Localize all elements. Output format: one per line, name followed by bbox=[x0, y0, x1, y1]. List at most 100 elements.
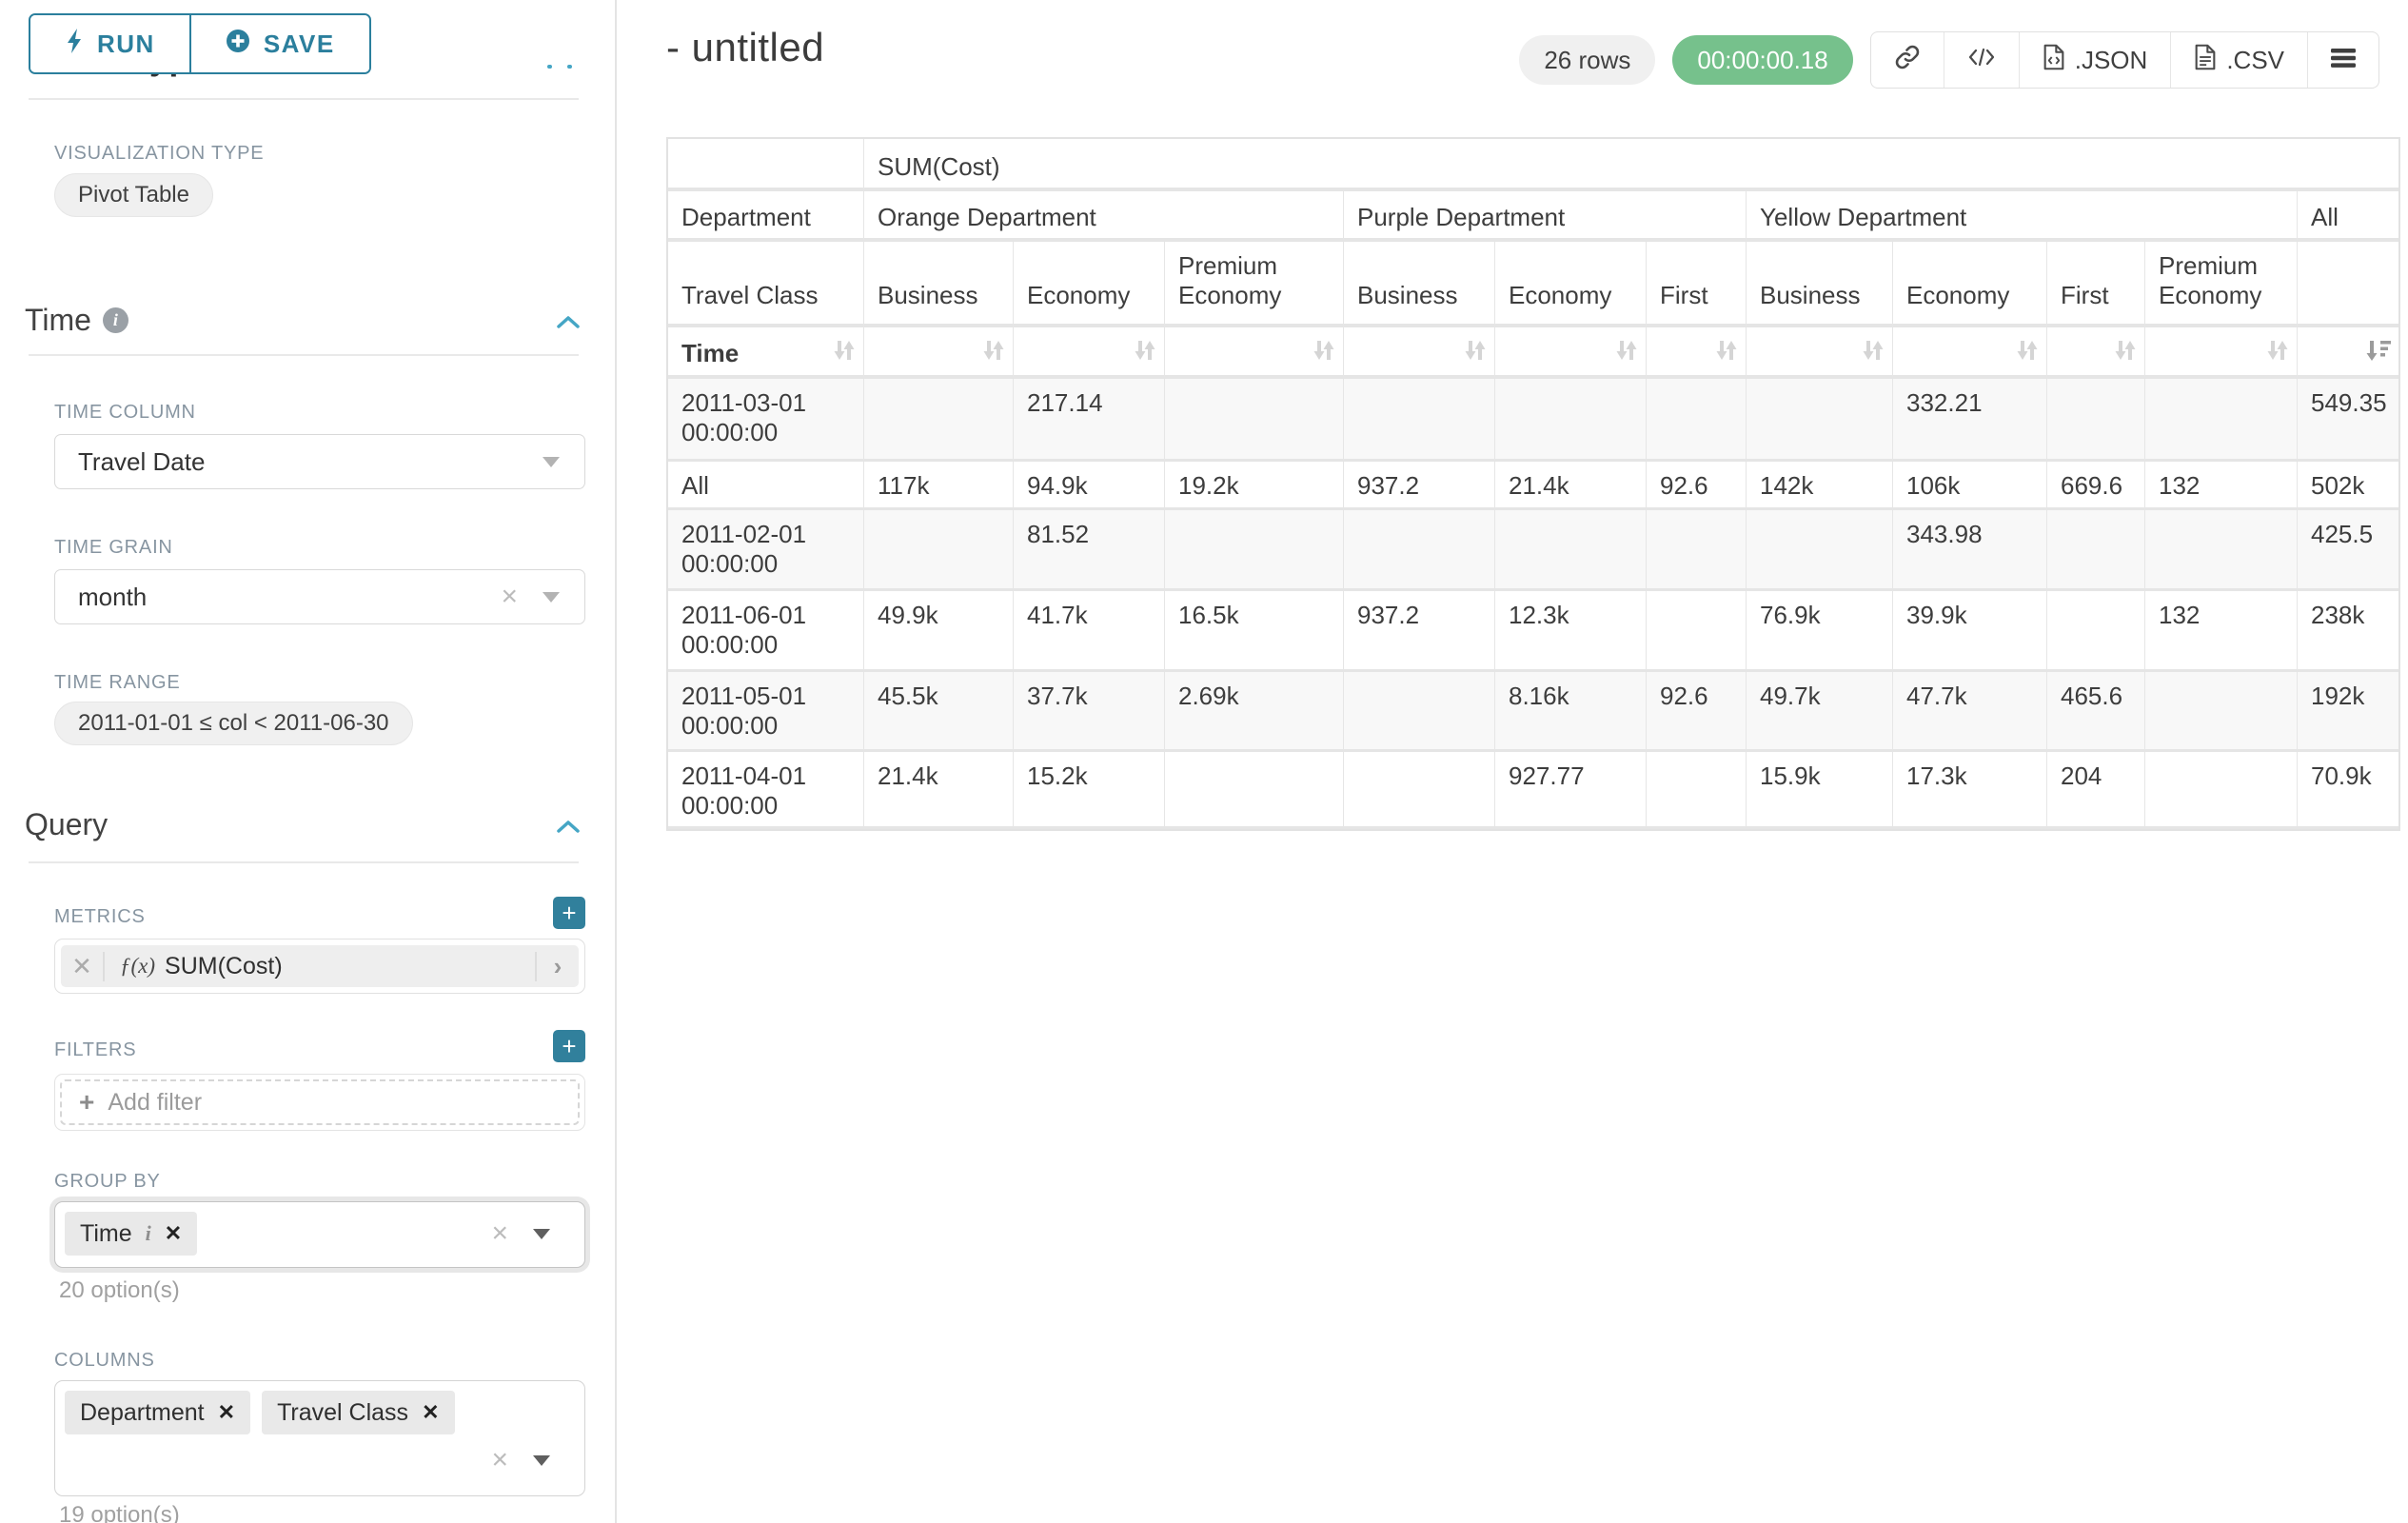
time-range-pill[interactable]: 2011-01-01 ≤ col < 2011-06-30 bbox=[54, 702, 413, 745]
clear-icon[interactable]: × bbox=[491, 1444, 508, 1475]
value-cell: 19.2k bbox=[1165, 462, 1344, 510]
time-grain-select[interactable]: month × bbox=[54, 569, 585, 624]
department-axis-cell: Department bbox=[668, 191, 864, 242]
value-cell bbox=[864, 510, 1014, 591]
plus-icon: + bbox=[79, 1087, 95, 1117]
sort-icon[interactable] bbox=[1132, 338, 1158, 369]
value-cell: 192k bbox=[2298, 672, 2398, 752]
travel-class-header: Economy bbox=[1893, 242, 2047, 327]
sort-desc-icon[interactable] bbox=[2364, 338, 2393, 369]
run-button[interactable]: RUN bbox=[30, 15, 189, 72]
pivot-table: SUM(Cost) Department Orange Department Purp… bbox=[666, 137, 2400, 831]
metric-pill[interactable]: ✕ ƒ(x) SUM(Cost) › bbox=[61, 945, 579, 987]
query-section-header: Query bbox=[25, 807, 109, 841]
group-by-options-hint: 20 option(s) bbox=[59, 1277, 180, 1303]
chevron-down-icon bbox=[533, 1454, 550, 1466]
sort-column-cell bbox=[1495, 327, 1647, 379]
columns-label: COLUMNS bbox=[54, 1350, 155, 1371]
value-cell: 49.9k bbox=[864, 591, 1014, 672]
row-label-cell: 2011-03-01 00:00:00 bbox=[668, 379, 864, 462]
sort-column-cell-all bbox=[2298, 327, 2398, 379]
row-label-cell: 2011-06-01 00:00:00 bbox=[668, 591, 864, 672]
panel-divider[interactable] bbox=[615, 0, 617, 1523]
save-button[interactable]: SAVE bbox=[188, 15, 369, 72]
sort-icon[interactable] bbox=[1311, 338, 1337, 369]
metric-name: SUM(Cost) bbox=[165, 952, 283, 979]
sort-icon[interactable] bbox=[980, 338, 1007, 369]
chevron-up-icon[interactable] bbox=[555, 314, 582, 336]
export-json-button[interactable]: .JSON bbox=[2018, 32, 2171, 88]
remove-tag-icon[interactable]: ✕ bbox=[422, 1400, 440, 1424]
more-options-button[interactable] bbox=[2307, 32, 2378, 88]
time-axis-cell: Time bbox=[668, 327, 864, 379]
table-row: 2011-06-01 00:00:00 49.9k 41.7k 16.5k 937.2 1… bbox=[668, 591, 2398, 672]
sort-icon[interactable] bbox=[2014, 338, 2041, 369]
columns-tag-travel-class[interactable]: Travel Class ✕ bbox=[262, 1391, 455, 1434]
remove-tag-icon[interactable]: ✕ bbox=[217, 1400, 236, 1424]
value-cell: 332.21 bbox=[1893, 379, 2047, 462]
travel-class-header: Business bbox=[1344, 242, 1495, 327]
json-file-icon bbox=[2043, 44, 2065, 77]
value-cell bbox=[2047, 510, 2145, 591]
value-cell: 238k bbox=[2298, 591, 2398, 672]
group-by-tag-time[interactable]: Time i ✕ bbox=[65, 1212, 198, 1256]
column-group-header: Yellow Department bbox=[1747, 191, 2298, 242]
add-metric-button[interactable]: + bbox=[553, 897, 585, 929]
copy-link-button[interactable] bbox=[1871, 32, 1944, 88]
clear-icon[interactable]: × bbox=[501, 581, 518, 612]
sort-column-cell bbox=[2145, 327, 2298, 379]
action-button-group: RUN SAVE bbox=[29, 13, 371, 74]
travel-class-axis-cell: Travel Class bbox=[668, 242, 864, 327]
sort-icon[interactable] bbox=[831, 338, 858, 369]
chart-title[interactable]: - untitled bbox=[666, 25, 825, 69]
value-cell bbox=[1647, 591, 1747, 672]
value-cell: 70.9k bbox=[2298, 752, 2398, 829]
value-cell: 76.9k bbox=[1747, 591, 1893, 672]
travel-class-header: Economy bbox=[1014, 242, 1165, 327]
sort-icon[interactable] bbox=[1613, 338, 1640, 369]
code-icon bbox=[1967, 46, 1996, 75]
export-csv-button[interactable]: .CSV bbox=[2170, 32, 2307, 88]
sort-icon[interactable] bbox=[1713, 338, 1740, 369]
clear-icon[interactable]: × bbox=[491, 1217, 508, 1249]
sort-icon[interactable] bbox=[1860, 338, 1886, 369]
value-cell bbox=[2145, 379, 2298, 462]
columns-select[interactable]: Department ✕ Travel Class ✕ × bbox=[54, 1380, 585, 1496]
sort-column-cell bbox=[1747, 327, 1893, 379]
time-column-select[interactable]: Travel Date bbox=[54, 434, 585, 489]
chevron-down-icon bbox=[543, 591, 560, 603]
table-row: 2011-05-01 00:00:00 45.5k 37.7k 2.69k 8.16k 9… bbox=[668, 672, 2398, 752]
chevron-up-icon[interactable] bbox=[547, 65, 572, 69]
sort-icon[interactable] bbox=[2112, 338, 2139, 369]
chart-toolbar: 26 rows 00:00:00.18 .JSON bbox=[1519, 31, 2379, 89]
sort-column-cell bbox=[1893, 327, 2047, 379]
add-filter-button[interactable]: + bbox=[553, 1030, 585, 1062]
column-group-header: Orange Department bbox=[864, 191, 1344, 242]
metric-control: ✕ ƒ(x) SUM(Cost) › bbox=[54, 939, 585, 994]
remove-metric-icon[interactable]: ✕ bbox=[61, 951, 105, 981]
plus-circle-icon bbox=[226, 29, 250, 60]
add-filter-dropzone[interactable]: + Add filter bbox=[60, 1079, 580, 1125]
value-cell bbox=[2047, 591, 2145, 672]
row-label-cell: 2011-05-01 00:00:00 bbox=[668, 672, 864, 752]
sort-icon[interactable] bbox=[2264, 338, 2291, 369]
group-by-select[interactable]: Time i ✕ × bbox=[54, 1201, 585, 1268]
row-label-cell: 2011-04-01 00:00:00 bbox=[668, 752, 864, 829]
remove-tag-icon[interactable]: ✕ bbox=[164, 1221, 183, 1245]
value-cell: 937.2 bbox=[1344, 591, 1495, 672]
value-cell: 106k bbox=[1893, 462, 2047, 510]
value-cell bbox=[1747, 379, 1893, 462]
viz-type-pill[interactable]: Pivot Table bbox=[54, 173, 213, 217]
value-cell bbox=[1344, 752, 1495, 829]
value-cell bbox=[1495, 510, 1647, 591]
row-label-cell: All bbox=[668, 462, 864, 510]
embed-code-button[interactable] bbox=[1943, 32, 2019, 88]
table-row: 2011-03-01 00:00:00 217.14 332.21 549.35 bbox=[668, 379, 2398, 462]
columns-tag-department[interactable]: Department ✕ bbox=[65, 1391, 251, 1434]
chevron-up-icon[interactable] bbox=[555, 819, 582, 841]
value-cell bbox=[1165, 752, 1344, 829]
value-cell bbox=[1495, 379, 1647, 462]
sort-icon[interactable] bbox=[1462, 338, 1489, 369]
chevron-right-icon[interactable]: › bbox=[535, 951, 579, 981]
menu-icon bbox=[2331, 46, 2356, 75]
